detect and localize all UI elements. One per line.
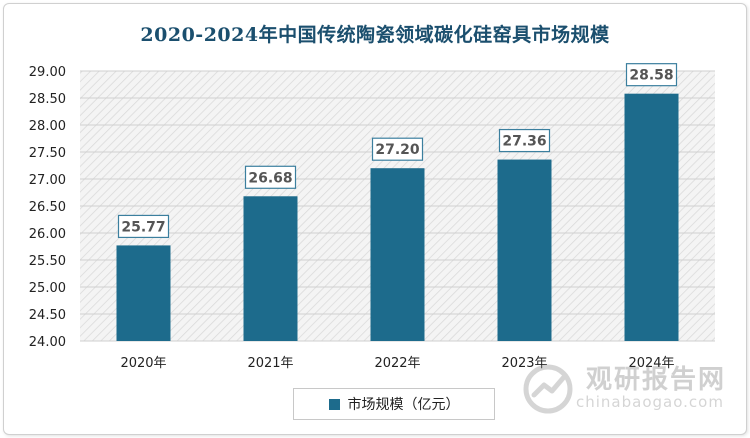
x-tick-label: 2023年 bbox=[501, 356, 547, 371]
y-tick-label: 24.50 bbox=[29, 308, 66, 323]
data-label-box bbox=[117, 214, 170, 239]
data-label-box bbox=[498, 128, 551, 153]
data-label-box bbox=[371, 137, 424, 161]
watermark-text-en: chinabaogao.com bbox=[576, 393, 724, 411]
data-label: 25.77 bbox=[121, 219, 165, 235]
bar bbox=[370, 168, 425, 341]
x-tick-label: 2021年 bbox=[247, 356, 293, 371]
y-tick-label: 25.00 bbox=[29, 281, 66, 296]
y-tick-label: 27.00 bbox=[29, 173, 66, 188]
x-tick-label: 2022年 bbox=[374, 356, 420, 371]
bar bbox=[116, 245, 171, 341]
x-tick-label: 2020年 bbox=[120, 356, 166, 371]
y-tick-label: 26.00 bbox=[29, 227, 66, 242]
y-tick-label: 28.00 bbox=[29, 119, 66, 134]
legend-swatch bbox=[328, 398, 340, 410]
legend: 市场规模（亿元） bbox=[293, 388, 495, 420]
data-label-box bbox=[244, 165, 297, 189]
bar bbox=[497, 159, 552, 341]
y-tick-label: 27.50 bbox=[29, 146, 66, 161]
chart-title: 2020-2024年中国传统陶瓷领域碳化硅窑具市场规模 bbox=[140, 24, 610, 46]
data-label: 28.58 bbox=[629, 68, 673, 84]
y-tick-label: 26.50 bbox=[29, 200, 66, 215]
y-tick-label: 29.00 bbox=[29, 65, 66, 80]
watermark-logo-icon bbox=[523, 364, 573, 414]
x-tick-label: 2024年 bbox=[628, 356, 674, 371]
data-label: 27.36 bbox=[502, 134, 546, 150]
y-tick-label: 28.50 bbox=[29, 92, 66, 107]
data-label-box bbox=[625, 63, 678, 87]
bar bbox=[243, 196, 298, 341]
legend-label: 市场规模（亿元） bbox=[347, 397, 460, 413]
data-label: 27.20 bbox=[375, 142, 420, 158]
bar bbox=[624, 93, 679, 342]
data-label: 26.68 bbox=[248, 170, 292, 186]
y-tick-label: 24.00 bbox=[29, 335, 66, 350]
watermark: 观研报告网 chinabaogao.com bbox=[520, 355, 740, 425]
watermark-text-cn: 观研报告网 bbox=[586, 365, 727, 395]
y-tick-label: 25.50 bbox=[29, 254, 66, 269]
